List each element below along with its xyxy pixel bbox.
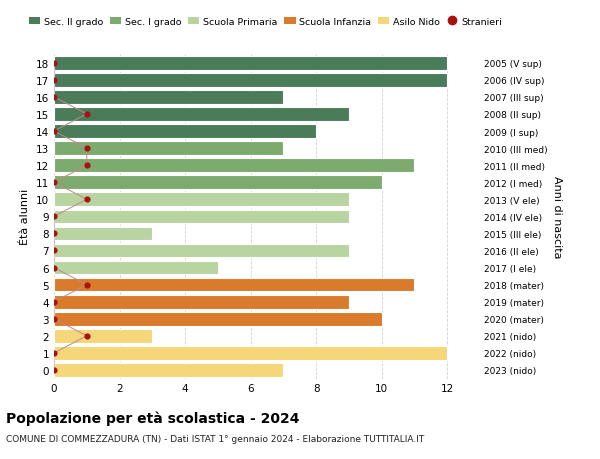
Point (82, 111, 92, 118)
Point (49, 60, 59, 67)
Y-axis label: Anni di nascita: Anni di nascita (551, 176, 562, 258)
Point (49, 349, 59, 357)
Legend: Sec. II grado, Sec. I grado, Scuola Primaria, Scuola Infanzia, Asilo Nido, Stran: Sec. II grado, Sec. I grado, Scuola Prim… (29, 18, 502, 27)
Bar (54, 125, 316, 139)
Point (49, 213, 59, 221)
Point (49, 128, 59, 135)
Bar (54, 312, 382, 326)
Text: Popolazione per età scolastica - 2024: Popolazione per età scolastica - 2024 (6, 411, 299, 425)
Bar (54, 108, 349, 122)
Text: COMUNE DI COMMEZZADURA (TN) - Dati ISTAT 1° gennaio 2024 - Elaborazione TUTTITAL: COMUNE DI COMMEZZADURA (TN) - Dati ISTAT… (6, 434, 424, 443)
Point (49, 264, 59, 272)
Point (49, 247, 59, 255)
Bar (54, 261, 218, 275)
Bar (54, 74, 447, 87)
Point (82, 281, 92, 289)
Bar (54, 142, 283, 156)
Bar (54, 329, 152, 343)
Y-axis label: Étà alunni: Étà alunni (20, 189, 31, 245)
Bar (54, 364, 283, 377)
Bar (54, 210, 349, 224)
Bar (54, 159, 415, 173)
Point (82, 196, 92, 203)
Bar (54, 91, 283, 105)
Bar (54, 347, 447, 360)
Bar (54, 278, 415, 292)
Point (82, 145, 92, 152)
Point (82, 162, 92, 169)
Point (49, 298, 59, 306)
Point (49, 94, 59, 101)
Point (49, 230, 59, 238)
Point (49, 315, 59, 323)
Bar (54, 176, 382, 190)
Point (49, 179, 59, 186)
Point (82, 332, 92, 340)
Bar (54, 227, 152, 241)
Bar (54, 57, 447, 70)
Bar (54, 193, 349, 207)
Bar (54, 244, 349, 258)
Bar (54, 295, 349, 309)
Point (49, 366, 59, 374)
Point (49, 77, 59, 84)
